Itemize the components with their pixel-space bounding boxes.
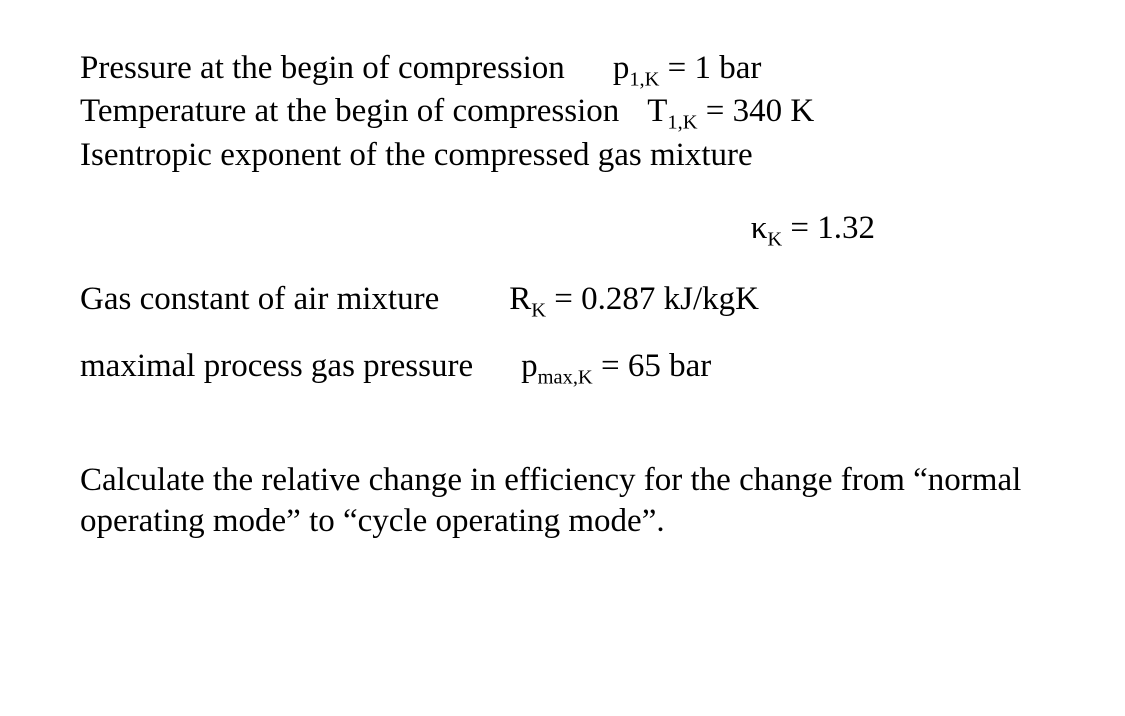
value-p1k: p1,K = 1 bar: [613, 48, 762, 89]
eq-kappa: =: [790, 210, 809, 246]
symbol-p1k-base: p: [613, 50, 630, 86]
num-t1k: 340 K: [733, 93, 815, 129]
symbol-rk-sub: K: [531, 300, 546, 322]
label-t1k: Temperature at the begin of compression: [80, 91, 619, 132]
symbol-kappa-base: κ: [751, 210, 768, 246]
param-row-kappa-label: Isentropic exponent of the compressed ga…: [80, 135, 1045, 176]
num-rk: 0.287 kJ/kgK: [581, 281, 759, 317]
num-pmaxk: 65 bar: [628, 348, 711, 384]
page: Pressure at the begin of compression p1,…: [0, 0, 1125, 542]
symbol-t1k-base: T: [647, 93, 667, 129]
param-row-t1k: Temperature at the begin of compression …: [80, 91, 1045, 132]
eq-t1k: =: [706, 93, 725, 129]
value-pmaxk: pmax,K = 65 bar: [521, 346, 711, 387]
value-t1k: T1,K = 340 K: [647, 91, 814, 132]
symbol-t1k-sub: 1,K: [667, 112, 697, 134]
param-row-pmaxk: maximal process gas pressure pmax,K = 65…: [80, 346, 1045, 387]
num-p1k: 1 bar: [695, 50, 762, 86]
symbol-p1k-sub: 1,K: [629, 69, 659, 91]
param-row-kappa-value: κK = 1.32: [80, 208, 1045, 249]
spacer: [80, 322, 1045, 346]
num-kappa: 1.32: [817, 210, 875, 246]
label-pmaxk: maximal process gas pressure: [80, 346, 473, 387]
label-kappa: Isentropic exponent of the compressed ga…: [80, 135, 753, 176]
eq-pmaxk: =: [601, 348, 620, 384]
symbol-kappa-sub: K: [767, 228, 782, 250]
label-rk: Gas constant of air mixture: [80, 279, 439, 320]
param-row-rk: Gas constant of air mixture RK = 0.287 k…: [80, 279, 1045, 320]
symbol-pmaxk-base: p: [521, 348, 538, 384]
spacer: [80, 390, 1045, 460]
value-kappa: κK = 1.32: [751, 208, 875, 249]
param-row-p1k: Pressure at the begin of compression p1,…: [80, 48, 1045, 89]
question-text: Calculate the relative change in efficie…: [80, 460, 1045, 543]
symbol-pmaxk-sub: max,K: [538, 367, 593, 389]
value-rk: RK = 0.287 kJ/kgK: [509, 279, 759, 320]
eq-rk: =: [554, 281, 573, 317]
eq-p1k: =: [668, 50, 687, 86]
label-p1k: Pressure at the begin of compression: [80, 48, 565, 89]
symbol-rk-base: R: [509, 281, 531, 317]
